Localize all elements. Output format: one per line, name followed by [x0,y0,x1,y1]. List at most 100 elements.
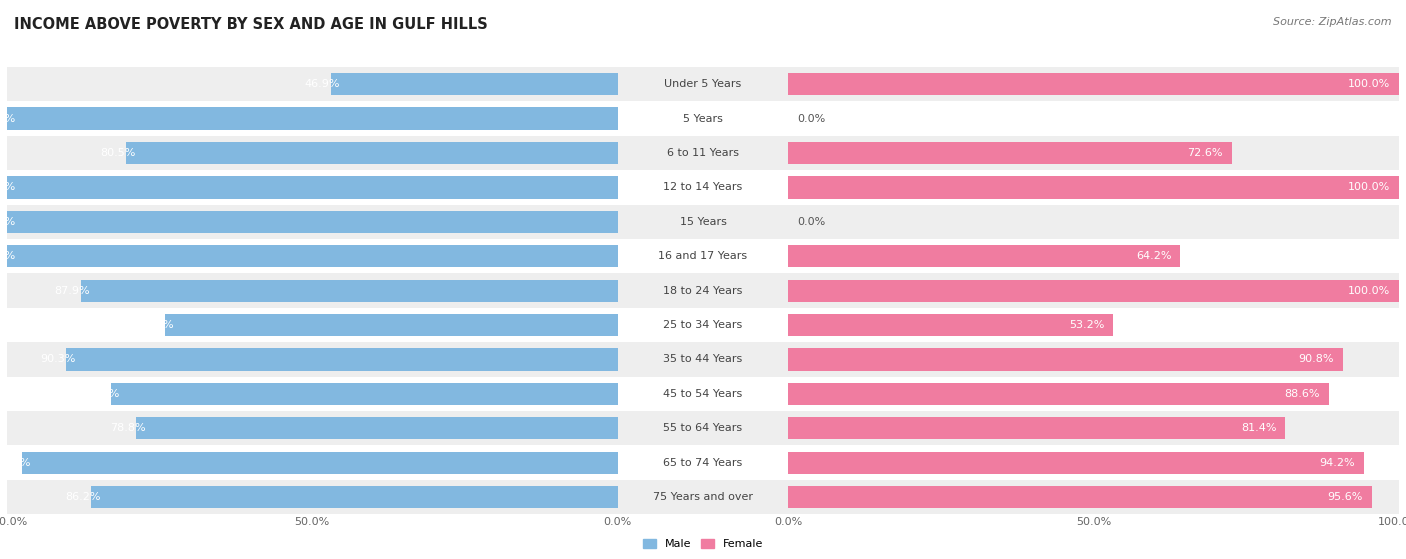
Bar [136,417,617,439]
Bar [789,205,1399,239]
Bar [617,170,789,205]
Bar [789,176,1399,198]
Bar [66,348,617,371]
Bar [91,486,617,508]
Bar [7,107,617,130]
Text: 100.0%: 100.0% [1347,79,1389,89]
Text: 90.8%: 90.8% [1298,354,1334,364]
Bar [7,67,617,102]
Bar [7,136,617,170]
Text: 80.5%: 80.5% [100,148,135,158]
Bar [789,102,1399,136]
Bar [789,245,1181,267]
Bar [7,446,617,480]
Text: 0.0%: 0.0% [797,113,825,124]
Bar [617,205,789,239]
Bar [789,239,1399,273]
Bar [789,411,1399,446]
Text: 88.6%: 88.6% [1285,389,1320,399]
Bar [127,142,617,164]
Bar [7,176,617,198]
Text: 83.0%: 83.0% [84,389,120,399]
Text: 95.6%: 95.6% [1327,492,1362,502]
Text: 35 to 44 Years: 35 to 44 Years [664,354,742,364]
Text: INCOME ABOVE POVERTY BY SEX AND AGE IN GULF HILLS: INCOME ABOVE POVERTY BY SEX AND AGE IN G… [14,17,488,32]
Bar [21,452,617,474]
Bar [617,136,789,170]
Text: 81.4%: 81.4% [1240,423,1277,433]
Text: 65 to 74 Years: 65 to 74 Years [664,458,742,468]
Bar [7,239,617,273]
Bar [617,446,789,480]
Bar [789,486,1372,508]
Text: 53.2%: 53.2% [1069,320,1104,330]
Bar [7,102,617,136]
Bar [789,377,1399,411]
Text: 87.9%: 87.9% [55,286,90,296]
Text: 72.6%: 72.6% [1187,148,1223,158]
Bar [789,314,1114,337]
Bar [789,452,1364,474]
Text: 75 Years and over: 75 Years and over [652,492,754,502]
Text: 15 Years: 15 Years [679,217,727,227]
Text: 5 Years: 5 Years [683,113,723,124]
Text: 12 to 14 Years: 12 to 14 Years [664,182,742,192]
Bar [789,73,1399,96]
Bar [617,239,789,273]
Bar [789,142,1232,164]
Text: 100.0%: 100.0% [0,182,17,192]
Bar [617,342,789,377]
Bar [789,446,1399,480]
Bar [789,348,1343,371]
Text: 97.6%: 97.6% [0,458,31,468]
Text: 55 to 64 Years: 55 to 64 Years [664,423,742,433]
Text: 16 and 17 Years: 16 and 17 Years [658,252,748,261]
Text: 64.2%: 64.2% [1136,252,1171,261]
Text: Source: ZipAtlas.com: Source: ZipAtlas.com [1274,17,1392,27]
Text: 45 to 54 Years: 45 to 54 Years [664,389,742,399]
Bar [7,273,617,308]
Text: 0.0%: 0.0% [797,217,825,227]
Bar [7,342,617,377]
Bar [7,245,617,267]
Text: 86.2%: 86.2% [65,492,100,502]
Bar [789,67,1399,102]
Text: 74.2%: 74.2% [138,320,174,330]
Bar [617,273,789,308]
Text: 18 to 24 Years: 18 to 24 Years [664,286,742,296]
Bar [617,411,789,446]
Text: 25 to 34 Years: 25 to 34 Years [664,320,742,330]
Bar [789,273,1399,308]
Bar [7,411,617,446]
Bar [7,480,617,514]
Bar [789,417,1285,439]
Text: 6 to 11 Years: 6 to 11 Years [666,148,740,158]
Text: 46.9%: 46.9% [305,79,340,89]
Text: 100.0%: 100.0% [0,252,17,261]
Bar [789,308,1399,342]
Bar [617,377,789,411]
Text: 94.2%: 94.2% [1319,458,1354,468]
Bar [7,211,617,233]
Legend: Male, Female: Male, Female [638,534,768,553]
Text: 90.3%: 90.3% [39,354,76,364]
Bar [617,102,789,136]
Bar [7,205,617,239]
Bar [82,280,617,302]
Bar [617,308,789,342]
Text: 100.0%: 100.0% [0,113,17,124]
Text: Under 5 Years: Under 5 Years [665,79,741,89]
Text: 100.0%: 100.0% [1347,286,1389,296]
Bar [789,480,1399,514]
Bar [111,383,617,405]
Bar [789,342,1399,377]
Bar [7,170,617,205]
Bar [165,314,617,337]
Bar [789,280,1399,302]
Text: 78.8%: 78.8% [110,423,146,433]
Bar [789,136,1399,170]
Text: 100.0%: 100.0% [0,217,17,227]
Bar [332,73,617,96]
Bar [7,308,617,342]
Bar [617,67,789,102]
